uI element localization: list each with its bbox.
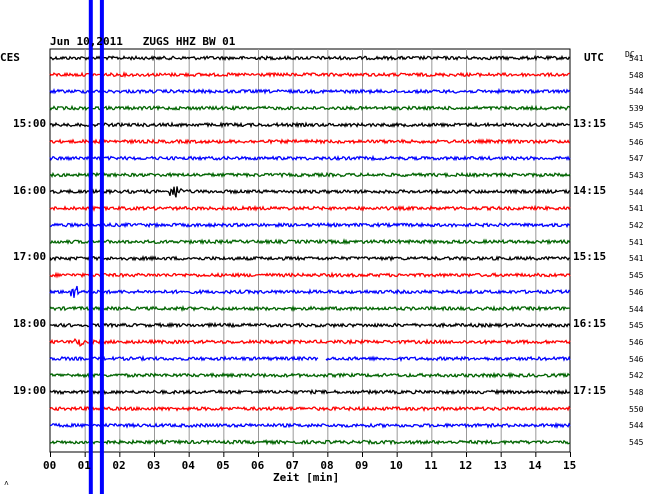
corner-mark: ˄ bbox=[4, 479, 9, 488]
x-tick-label: 04 bbox=[181, 459, 195, 472]
x-tick-label: 07 bbox=[285, 459, 299, 472]
dc-offset-value: 542 bbox=[629, 221, 644, 230]
dc-offset-value: 548 bbox=[629, 70, 644, 80]
hour-label-right: 14:15 bbox=[573, 183, 607, 197]
dc-offset-value: 545 bbox=[629, 321, 644, 331]
trace-line bbox=[49, 338, 571, 347]
x-tick-label: 10 bbox=[389, 459, 403, 472]
trace-line bbox=[49, 238, 571, 246]
trace-line bbox=[49, 121, 571, 129]
hour-label-right: 17:15 bbox=[573, 384, 607, 397]
dc-offset-value: 545 bbox=[629, 120, 644, 130]
dc-offset-value: 544 bbox=[629, 187, 644, 197]
x-axis-label: Zeit [min] bbox=[273, 471, 340, 484]
trace-line bbox=[49, 204, 571, 212]
x-tick-label: 03 bbox=[147, 459, 161, 472]
dc-offset-value: 548 bbox=[629, 388, 644, 397]
x-tick-label: 06 bbox=[251, 459, 265, 472]
x-tick-label: 02 bbox=[112, 459, 126, 472]
dc-offset-value: 545 bbox=[629, 438, 644, 448]
vertical-marker bbox=[99, 0, 104, 494]
x-tick-label: 09 bbox=[355, 459, 369, 472]
x-tick-label: 05 bbox=[216, 459, 230, 472]
x-tick-label: 01 bbox=[77, 459, 91, 472]
trace-line bbox=[49, 405, 571, 413]
trace-line bbox=[49, 186, 571, 198]
trace-line bbox=[49, 254, 570, 262]
dc-offset-value: 544 bbox=[629, 421, 644, 431]
hour-label-right: 13:15 bbox=[573, 116, 607, 130]
dc-offset-value: 542 bbox=[629, 371, 644, 381]
dc-offset-value: 546 bbox=[629, 354, 644, 364]
trace-line bbox=[49, 388, 571, 396]
hour-label-left: 18:00 bbox=[13, 317, 47, 331]
trace-line bbox=[49, 138, 571, 145]
x-tick-label: 12 bbox=[459, 459, 473, 472]
dc-offset-value: 547 bbox=[629, 154, 644, 164]
dc-offset-value: 544 bbox=[629, 304, 644, 314]
trace-line bbox=[49, 54, 571, 62]
dc-offset-value: 544 bbox=[629, 87, 644, 97]
dc-offset-value: 541 bbox=[629, 204, 644, 214]
hour-label-right: 16:15 bbox=[573, 317, 607, 331]
dc-offset-value: 541 bbox=[629, 237, 644, 247]
dc-offset-value: 546 bbox=[629, 287, 644, 297]
x-tick-label: 13 bbox=[493, 459, 507, 472]
trace-line bbox=[49, 171, 571, 179]
trace-line bbox=[49, 438, 571, 446]
vertical-marker bbox=[88, 0, 93, 494]
trace-line bbox=[49, 271, 571, 279]
left-timezone-label: CES bbox=[0, 51, 20, 64]
x-tick-label: 00 bbox=[43, 459, 57, 472]
hour-label-left: 15:00 bbox=[13, 116, 47, 130]
hour-label-left: 19:00 bbox=[13, 384, 47, 397]
trace-line bbox=[49, 304, 571, 313]
hour-label-right: 15:15 bbox=[573, 250, 607, 264]
dc-offset-value: 541 bbox=[629, 254, 644, 264]
trace-line bbox=[49, 421, 571, 430]
dc-offset-value: 543 bbox=[629, 170, 644, 180]
trace-line bbox=[49, 321, 571, 329]
trace-line bbox=[49, 285, 571, 298]
trace-line bbox=[50, 221, 571, 229]
dc-offset-value: 541 bbox=[629, 54, 644, 63]
dc-column-label: DC bbox=[625, 50, 635, 59]
plot-frame bbox=[49, 48, 571, 453]
trace-line bbox=[49, 154, 571, 162]
trace-line bbox=[49, 71, 570, 79]
right-timezone-label: UTC bbox=[584, 51, 604, 64]
dc-offset-value: 546 bbox=[629, 137, 644, 147]
dc-offset-value: 539 bbox=[629, 104, 644, 114]
dc-offset-value: 550 bbox=[629, 404, 644, 414]
trace-line bbox=[49, 104, 571, 112]
hour-label-left: 16:00 bbox=[13, 183, 47, 197]
x-tick-label: 15 bbox=[563, 459, 577, 472]
chart-title: Jun 10,2011 ZUGS HHZ BW 01 bbox=[50, 35, 236, 48]
trace-line bbox=[49, 371, 571, 380]
trace-line bbox=[49, 87, 571, 95]
dc-offset-value: 546 bbox=[629, 337, 644, 347]
x-tick-label: 08 bbox=[320, 459, 334, 472]
x-tick-label: 14 bbox=[528, 459, 542, 472]
dc-offset-value: 545 bbox=[629, 271, 644, 281]
trace-line bbox=[49, 354, 571, 363]
x-tick-label: 11 bbox=[424, 459, 438, 472]
hour-label-left: 17:00 bbox=[13, 250, 47, 264]
